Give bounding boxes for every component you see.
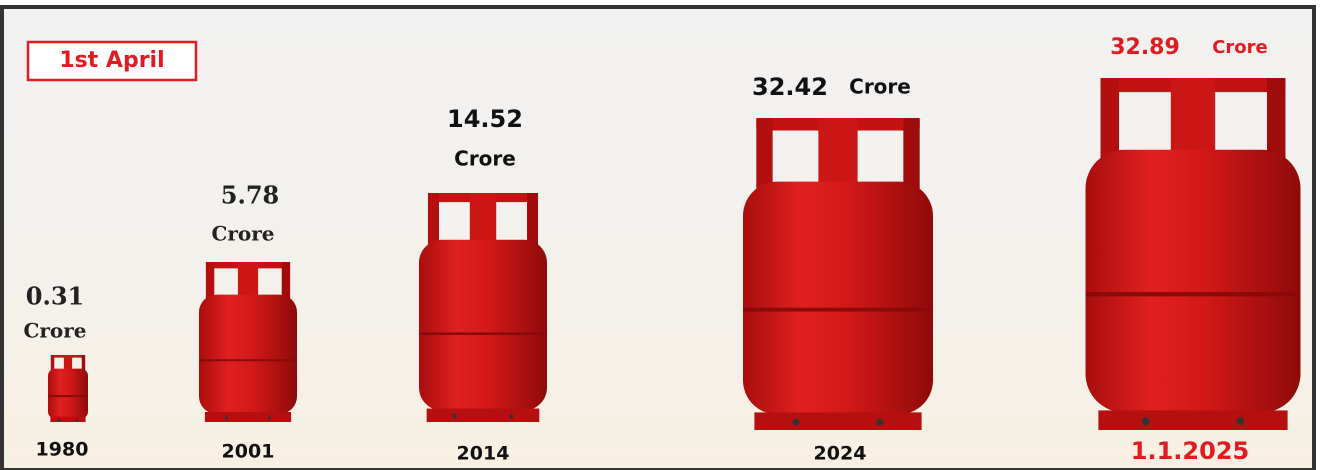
foot-hole [508,413,514,419]
value: 14.52 [447,105,523,133]
collar-right [281,262,291,301]
cylinder [743,118,933,430]
unit: Crore [23,319,86,343]
foot-hole [1141,417,1150,426]
body [1085,149,1301,413]
year: 2014 [457,443,510,465]
foot-hole [1236,417,1245,426]
foot-hole [792,418,800,426]
collar-mid [469,193,497,248]
foot-hole [267,416,272,420]
badge: 1st April [59,48,164,73]
foot-hole [224,416,229,420]
collar-mid [1170,78,1216,163]
value: 32.89 [1110,35,1180,60]
collar-mid [237,262,259,301]
unit: Crore [211,222,274,246]
cylinders [48,78,1301,430]
foot-hole [452,413,458,419]
unit: Crore [1212,37,1268,58]
collar-left [50,355,55,372]
cylinder [48,355,88,422]
collar-right [903,118,920,193]
year: 1980 [36,439,89,461]
year: 2024 [814,443,867,465]
collar-right [527,193,539,248]
foot [754,412,922,430]
badge-box [26,40,198,82]
collar-left [756,118,773,193]
cylinder [1085,78,1301,430]
body [743,181,933,415]
body [419,239,547,411]
foot-hole [57,418,61,422]
labels: 0.31 Crore 1980 5.78 Crore 2001 14.52 Crore 2014… [23,35,1267,465]
year: 1.1.2025 [1131,437,1249,465]
foot [1098,410,1288,430]
year: 2001 [222,441,275,463]
value: 32.42 [752,73,828,101]
cylinder [419,193,547,422]
foot [426,408,540,422]
unit: Crore [849,75,911,99]
collar-left [1100,78,1120,163]
collar-right [81,355,86,372]
foot-hole [75,418,79,422]
value: 0.31 [26,282,84,311]
collar-left [427,193,439,248]
collar-mid [818,118,858,193]
foot-hole [876,418,884,426]
collar-left [205,262,215,301]
body [48,368,88,419]
body [199,294,297,414]
collar-mid [63,355,73,372]
cylinder [199,262,297,422]
collar-right [1266,78,1286,163]
foot [50,416,86,422]
unit: Crore [454,147,516,171]
value: 5.78 [221,181,279,210]
foot [204,412,292,422]
